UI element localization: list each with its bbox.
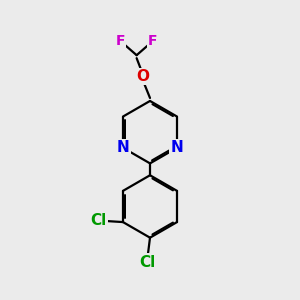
Text: N: N: [117, 140, 129, 155]
Text: O: O: [136, 69, 149, 84]
Text: Cl: Cl: [91, 213, 107, 228]
Text: N: N: [171, 140, 183, 155]
Text: Cl: Cl: [139, 255, 155, 270]
Text: F: F: [116, 34, 125, 48]
Text: F: F: [148, 34, 158, 48]
